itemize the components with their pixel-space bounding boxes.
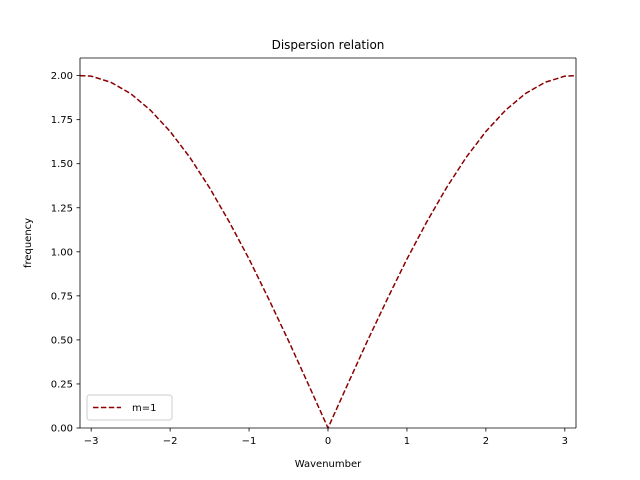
x-tick-label: 1 (404, 436, 410, 447)
x-axis-label: Wavenumber (295, 459, 362, 470)
plot-area: −3 −2 −1 0 1 2 3 0.00 0.25 0.50 0.75 1.00 1.25 1.50 1.… (51, 57, 577, 447)
chart-title: Dispersion relation (272, 38, 385, 52)
y-tick-label: 1.00 (51, 247, 73, 258)
legend-box (86, 394, 173, 421)
y-tick-label: 0.25 (51, 379, 73, 390)
y-tick-label: 0.00 (51, 424, 73, 435)
y-tick-label: 1.75 (51, 115, 73, 126)
x-tick-label: −2 (163, 436, 178, 447)
x-tick-label: 2 (483, 436, 489, 447)
x-tick-label: 0 (325, 436, 331, 447)
x-tick-label: −1 (242, 436, 257, 447)
y-tick-label: 1.25 (51, 203, 73, 214)
y-tick-label: 0.75 (51, 291, 73, 302)
y-tick-label: 2.00 (51, 71, 73, 82)
x-tick-label: 3 (562, 436, 568, 447)
y-axis-label: frequency (23, 218, 34, 268)
y-tick-label: 0.50 (51, 335, 73, 346)
legend-label: m=1 (132, 403, 156, 414)
x-tick-label: −3 (84, 436, 99, 447)
y-tick-label: 1.50 (51, 159, 73, 170)
